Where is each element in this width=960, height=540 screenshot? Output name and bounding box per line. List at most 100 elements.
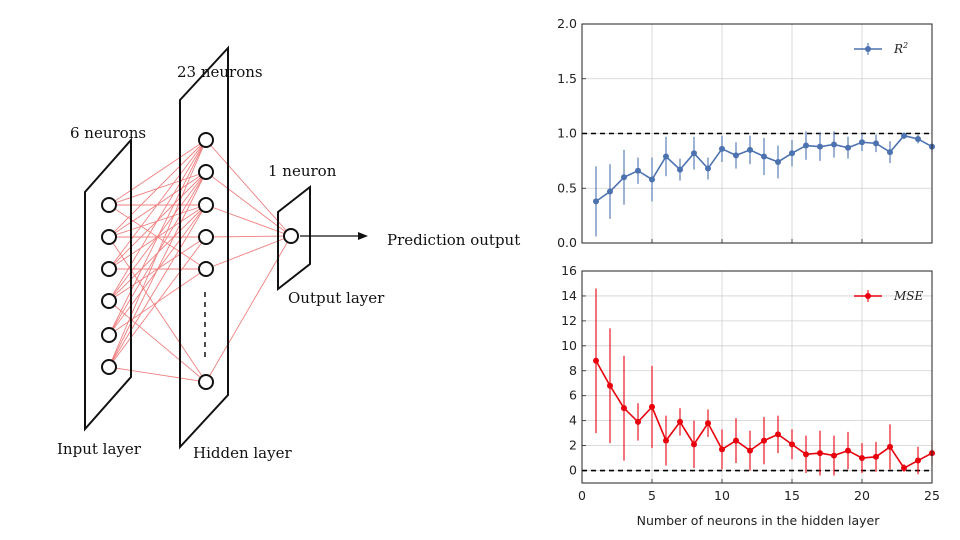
data-point (733, 437, 739, 444)
y-tick-label: 1.0 (557, 126, 577, 141)
input-layer-label: Input layer (57, 440, 142, 458)
input-neuron (101, 229, 117, 245)
connection-line (108, 139, 207, 206)
data-point (873, 453, 879, 460)
connection-line (108, 171, 207, 368)
data-point (901, 132, 907, 139)
data-point (915, 457, 921, 464)
input-neuron (101, 359, 117, 375)
data-point (789, 441, 795, 448)
data-point (859, 455, 865, 462)
data-point (775, 158, 781, 165)
hidden-count-label: 23 neurons (177, 63, 263, 81)
data-point (635, 167, 641, 174)
input-neuron (101, 293, 117, 309)
connection-line (108, 139, 207, 238)
hidden-layer-panel (179, 45, 229, 450)
data-point (663, 153, 669, 160)
connection-line (205, 235, 292, 383)
data-point (845, 144, 851, 151)
y-tick-label: 8 (569, 363, 577, 378)
connection-line (108, 139, 207, 302)
data-point (719, 446, 725, 453)
connection-line (108, 366, 207, 383)
connection-line (108, 300, 207, 383)
arrow-head-icon (358, 232, 368, 240)
hidden-neuron (198, 229, 214, 245)
data-point (901, 465, 907, 472)
plot-frame (581, 270, 933, 484)
data-point (747, 447, 753, 454)
data-point (691, 150, 697, 157)
connection-line (205, 139, 292, 237)
y-tick-label: 6 (569, 388, 577, 403)
hidden-neuron (198, 197, 214, 213)
input-neuron (101, 327, 117, 343)
connection-line (108, 236, 207, 368)
data-point (621, 174, 627, 181)
data-point (817, 143, 823, 150)
data-point (915, 135, 921, 142)
data-point (775, 431, 781, 438)
data-point (803, 451, 809, 458)
data-point (705, 165, 711, 172)
data-point (831, 452, 837, 459)
y-tick-label: 2.0 (557, 16, 577, 31)
legend-marker (865, 293, 871, 299)
data-point (803, 142, 809, 149)
r2-chart: 0.0 0.5 1.0 1.5 2.0 R2 (557, 16, 935, 250)
connection-line (205, 204, 292, 237)
hidden-neuron (198, 132, 214, 148)
data-point (705, 420, 711, 427)
output-layer-label: Output layer (288, 289, 385, 307)
y-tick-label: 1.5 (557, 71, 577, 86)
input-layer-panel (84, 137, 132, 432)
hidden-neuron (198, 261, 214, 277)
y-tick-label: 16 (561, 263, 577, 278)
data-point (663, 437, 669, 444)
y-tick-label: 0 (569, 463, 577, 478)
data-point (649, 176, 655, 183)
data-point (649, 403, 655, 410)
output-neuron (283, 228, 299, 244)
neural-network-diagram: 6 neurons 23 neurons 1 neuron Prediction… (57, 45, 520, 462)
data-point (607, 188, 613, 195)
y-tick-label: 14 (561, 288, 577, 303)
data-point (607, 382, 613, 389)
y-tick-label: 0.0 (557, 235, 577, 250)
neurons-group (101, 132, 299, 390)
connection-line (108, 236, 207, 383)
x-tick-label: 5 (648, 488, 656, 503)
x-tick-label: 25 (924, 488, 940, 503)
input-count-label: 6 neurons (70, 124, 146, 142)
data-point (831, 141, 837, 148)
output-layer-panel (277, 184, 311, 292)
y-tick-label: 12 (561, 313, 577, 328)
x-tick-label: 10 (714, 488, 730, 503)
data-point (677, 166, 683, 173)
plot-frame (581, 23, 933, 244)
data-point (859, 139, 865, 146)
data-point (761, 153, 767, 160)
y-tick-label: 10 (561, 338, 577, 353)
legend-marker (865, 46, 871, 52)
data-point (691, 441, 697, 448)
connections-group (108, 139, 292, 383)
hidden-neuron (198, 164, 214, 180)
y-tick-label: 4 (569, 413, 577, 428)
data-point (733, 152, 739, 159)
hidden-neuron (198, 374, 214, 390)
connection-line (108, 204, 207, 368)
connection-line (205, 235, 292, 238)
data-point (761, 437, 767, 444)
data-point (887, 443, 893, 450)
x-axis-label: Number of neurons in the hidden layer (637, 513, 881, 528)
data-point (789, 150, 795, 157)
connection-line (108, 139, 207, 336)
data-point (845, 447, 851, 454)
data-point (635, 418, 641, 425)
y-tick-label: 2 (569, 438, 577, 453)
hidden-layer-label: Hidden layer (193, 444, 292, 462)
data-point (719, 145, 725, 152)
